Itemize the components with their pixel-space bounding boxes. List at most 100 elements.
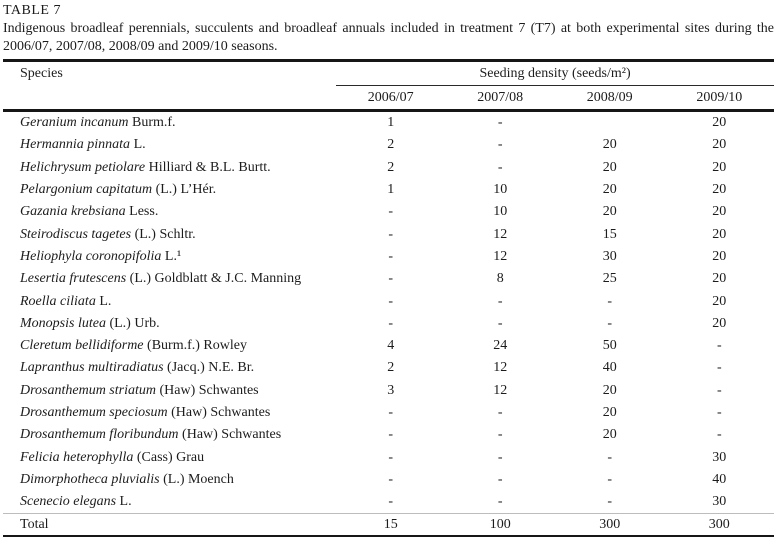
column-header-season-2008-09: 2008/09 xyxy=(555,85,665,112)
column-header-season-2007-08: 2007/08 xyxy=(445,85,555,112)
total-label: Total xyxy=(3,513,336,537)
total-value-cell: 100 xyxy=(445,513,555,537)
species-authority: (Haw) Schwantes xyxy=(171,405,271,420)
total-value-cell: 15 xyxy=(336,513,446,537)
value-cell: 20 xyxy=(712,182,727,198)
value-cell: - xyxy=(716,338,722,354)
species-authority: (Haw) Schwantes xyxy=(159,382,259,398)
table-row: Gazania krebsiana Less. - 10 20 20 xyxy=(3,201,774,223)
header-row-group: Species Seeding density (seeds/m²) xyxy=(3,60,775,112)
species-authority: L. xyxy=(99,293,112,309)
species-authority: (Burm.f.) Rowley xyxy=(147,338,247,354)
value-cell: 24 xyxy=(493,338,508,354)
table-row: Heliophyla coronopifolia L.¹ - 12 30 20 xyxy=(3,246,774,268)
value-cell: 20 xyxy=(602,405,617,420)
value-cell: 2 xyxy=(387,159,395,175)
value-cell: 20 xyxy=(602,182,617,198)
species-name: Lesertia frutescens xyxy=(20,271,127,287)
value-cell: - xyxy=(716,382,722,398)
value-cell: 20 xyxy=(712,248,727,264)
value-cell: 20 xyxy=(712,315,727,331)
species-cell: Lesertia frutescens (L.) Goldblatt & J.C… xyxy=(3,268,336,290)
column-header-species: Species xyxy=(3,60,336,112)
value-cell: - xyxy=(607,449,613,465)
species-name: Lapranthus multiradiatus xyxy=(20,360,164,376)
species-name: Hermannia pinnata xyxy=(20,137,131,153)
species-authority: L. xyxy=(133,137,146,153)
species-authority: (L.) L’Hér. xyxy=(155,182,217,198)
seeding-density-table: Species Seeding density (seeds/m²) 2006/… xyxy=(3,59,775,537)
total-value-cell: 300 xyxy=(555,513,665,537)
value-cell: 12 xyxy=(493,382,508,398)
value-cell: - xyxy=(497,137,503,153)
table-body: Geranium incanum Burm.f. 1 - 20 Hermanni… xyxy=(3,111,775,537)
species-cell: Drosanthemum striatum (Haw) Schwantes xyxy=(3,380,336,402)
species-name: Gazania krebsiana xyxy=(20,204,126,220)
species-name: Roella ciliata xyxy=(20,293,96,309)
species-cell: Drosanthemum speciosum (Haw) Schwantes xyxy=(3,402,336,424)
table-header: Species Seeding density (seeds/m²) 2006/… xyxy=(3,60,775,112)
species-cell: Dimorphotheca pluvialis (L.) Moench xyxy=(3,469,336,491)
value-cell: 10 xyxy=(493,204,508,220)
species-authority: L.¹ xyxy=(164,248,182,264)
value-cell: 12 xyxy=(493,360,508,376)
value-cell: - xyxy=(388,427,394,443)
value-cell: - xyxy=(388,226,394,242)
species-name: Felicia heterophylla xyxy=(20,449,134,465)
species-cell: Felicia heterophylla (Cass) Grau xyxy=(3,446,336,468)
value-cell: - xyxy=(497,471,503,487)
value-cell: - xyxy=(388,248,394,264)
value-cell: - xyxy=(388,449,394,465)
total-row: Total 15 100 300 300 xyxy=(3,513,775,537)
value-cell: 25 xyxy=(602,271,617,287)
value-cell: 2 xyxy=(387,360,395,376)
value-cell xyxy=(555,111,665,135)
value-cell: - xyxy=(497,405,503,420)
table-number-label: TABLE 7 xyxy=(3,3,61,18)
species-cell: Steirodiscus tagetes (L.) Schltr. xyxy=(3,223,336,245)
value-cell: - xyxy=(497,115,503,131)
species-authority: L. xyxy=(119,494,132,510)
value-cell: 15 xyxy=(602,226,617,242)
species-cell: Pelargonium capitatum (L.) L’Hér. xyxy=(3,179,336,201)
species-authority: (L.) Moench xyxy=(163,471,234,487)
value-cell: 30 xyxy=(712,449,727,465)
value-cell: - xyxy=(388,293,394,309)
value-cell: 20 xyxy=(712,204,727,220)
total-value-cell: 300 xyxy=(664,513,775,537)
value-cell: 20 xyxy=(712,137,727,153)
table-row: Drosanthemum striatum (Haw) Schwantes 3 … xyxy=(3,380,774,402)
value-cell: 20 xyxy=(602,137,617,153)
value-cell: - xyxy=(716,360,722,376)
value-cell: - xyxy=(497,293,503,309)
species-cell: Heliophyla coronopifolia L.¹ xyxy=(3,246,336,268)
value-cell: 20 xyxy=(712,293,727,309)
value-cell: 30 xyxy=(712,494,727,510)
species-name: Drosanthemum speciosum xyxy=(20,405,168,420)
species-name: Scenecio elegans xyxy=(20,494,117,510)
value-cell: - xyxy=(607,494,613,510)
value-cell: - xyxy=(497,494,503,510)
table-row: Helichrysum petiolare Hilliard & B.L. Bu… xyxy=(3,157,774,179)
species-cell: Roella ciliata L. xyxy=(3,290,336,312)
header-row-seasons: 2006/07 2007/08 2008/09 2009/10 xyxy=(3,85,775,112)
table-row: Pelargonium capitatum (L.) L’Hér. 1 10 2… xyxy=(3,179,774,201)
value-cell: 20 xyxy=(712,271,727,287)
value-cell: 12 xyxy=(493,226,508,242)
table-row: Geranium incanum Burm.f. 1 - 20 xyxy=(3,111,774,135)
species-authority: (Cass) Grau xyxy=(136,449,205,465)
value-cell: - xyxy=(497,449,503,465)
value-cell: 20 xyxy=(712,115,727,131)
table-row: Dimorphotheca pluvialis (L.) Moench - - … xyxy=(3,469,774,491)
table-row: Scenecio elegans L. - - - 30 xyxy=(3,491,774,514)
value-cell: 4 xyxy=(387,338,395,354)
table-row: Felicia heterophylla (Cass) Grau - - - 3… xyxy=(3,446,774,468)
value-cell: 1 xyxy=(387,182,395,198)
species-cell: Monopsis lutea (L.) Urb. xyxy=(3,313,336,335)
value-cell: - xyxy=(388,405,394,420)
species-name: Drosanthemum floribundum xyxy=(20,427,179,443)
species-cell: Scenecio elegans L. xyxy=(3,491,336,514)
species-cell: Hermannia pinnata L. xyxy=(3,134,336,156)
value-cell: - xyxy=(497,427,503,443)
